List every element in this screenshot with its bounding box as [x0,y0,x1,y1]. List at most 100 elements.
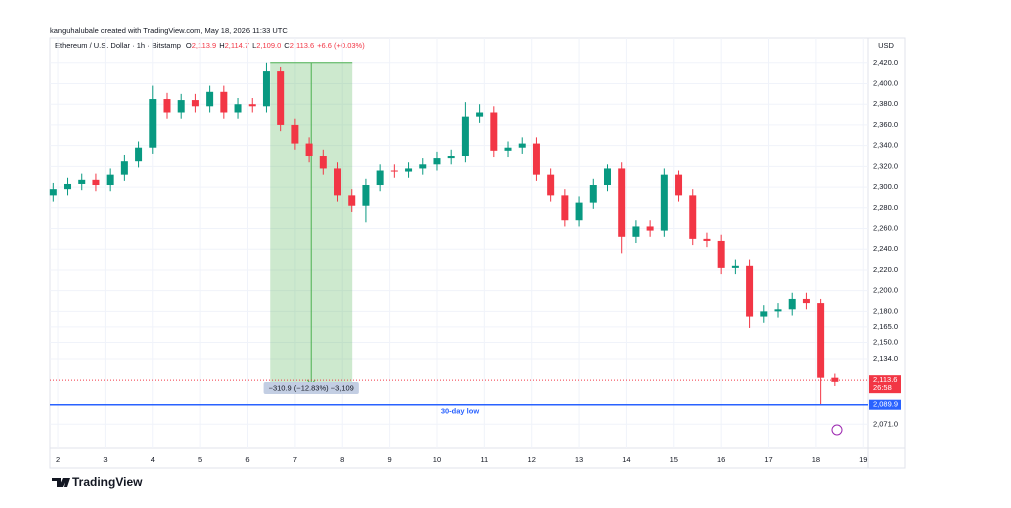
candle-body [362,185,370,206]
candle [206,85,214,113]
candle-body [376,170,384,186]
logo-mark [52,478,70,487]
candle [632,220,640,244]
candle-body [632,226,640,237]
y-tick-label: 2,200.0 [873,286,898,295]
measure-label-box [263,382,359,394]
candle [248,98,256,113]
candle [532,137,540,181]
candle-body [689,195,697,239]
legend-symbol: Ethereum / U.S. Dollar · 1h · Bitstamp [55,41,181,50]
x-tick-label: 19 [859,455,867,464]
candle [177,93,185,119]
candle-body [547,174,555,196]
x-tick-label: 4 [151,455,155,464]
candle [92,173,100,192]
candle [433,151,441,171]
candle-body [419,164,427,169]
candle-body [831,377,839,382]
candle [603,164,611,192]
legend-key: L [252,41,256,50]
candle-body [717,240,725,268]
legend-value: 2,109.0 [256,41,281,50]
candle-body [319,156,327,169]
candle-body [490,112,498,151]
y-tick-label: 2,280.0 [873,203,898,212]
candle [547,168,555,202]
candle [774,303,782,318]
candle-body [575,202,583,221]
x-tick-label: 13 [575,455,583,464]
y-tick-label: 2,071.0 [873,419,898,428]
legend-key: O [186,41,192,50]
candle-body [788,298,796,310]
countdown: 26:58 [873,383,892,392]
y-tick-label: 2,150.0 [873,337,898,346]
measure-label: −310.9 (−12.83%) −3,109 [269,383,354,392]
candle [305,137,313,163]
candle [362,178,370,223]
last-price-tag [869,375,901,394]
candle-body [92,179,100,186]
y-tick-label: 2,360.0 [873,120,898,129]
candle [490,106,498,158]
candle-body [774,309,782,312]
header: kanguhalubale created with TradingView.c… [50,26,288,35]
candle [291,118,299,150]
legend-value: 2,113.6 [290,41,314,50]
candle [731,259,739,275]
candle-body [703,238,711,241]
candle-body [532,143,540,175]
candle [646,220,654,237]
y-tick-label: 2,180.0 [873,306,898,315]
candle [390,164,398,178]
candle [262,62,270,113]
candle-body [277,71,285,125]
candle [220,85,228,119]
candle-body [731,265,739,268]
legend-value: 2,113.9 [192,41,216,50]
y-tick-label: 2,400.0 [873,78,898,87]
x-tick-label: 3 [103,455,107,464]
candle [504,141,512,158]
candle [561,189,569,227]
y-tick-label: 2,165.0 [873,322,898,331]
candle-body [447,156,455,159]
y-tick-label: 2,220.0 [873,265,898,274]
y-tick-label: 2,380.0 [873,99,898,108]
candle [589,178,597,209]
candle-body [817,303,825,378]
candle-body [746,265,754,317]
candle [802,292,810,310]
candle [405,162,413,178]
x-tick-label: 7 [293,455,297,464]
candle-body [476,112,484,117]
candle [419,158,427,175]
x-tick-label: 18 [812,455,820,464]
candle-body [305,143,313,157]
candle [234,98,242,119]
candle [760,305,768,323]
candle [64,177,72,196]
x-tick-label: 10 [433,455,441,464]
low-price-label: 2,089.9 [873,400,898,409]
candle [703,232,711,248]
currency: USD [878,41,894,50]
candle [277,66,285,132]
candle [675,170,683,202]
candle [660,168,668,237]
candle-body [518,143,526,148]
candle-body [262,71,270,107]
candle [618,162,626,254]
y-tick-label: 2,420.0 [873,58,898,67]
candle-body [760,311,768,317]
candle [817,298,825,405]
candle [135,141,143,168]
candle-body [660,174,668,231]
candle-body [248,104,256,107]
candle [376,164,384,192]
candle [447,149,455,165]
legend-key: H [219,41,224,50]
candle [163,92,171,119]
x-tick-label: 17 [764,455,772,464]
